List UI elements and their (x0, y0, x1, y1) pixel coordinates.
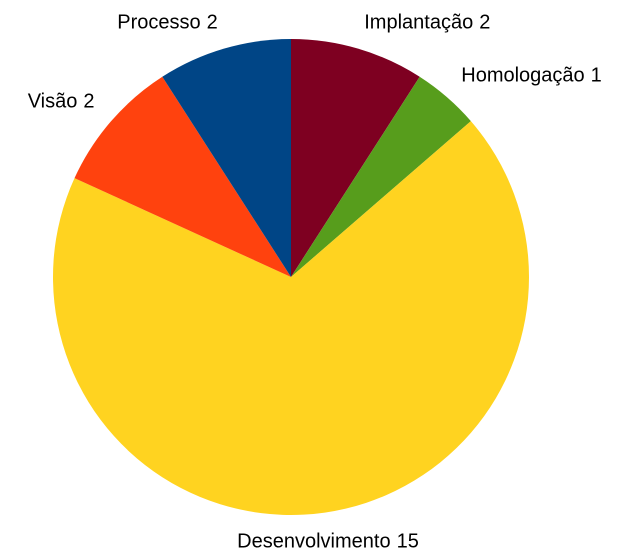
slice-label-value: 2 (83, 91, 94, 113)
slice-label: Processo 2 (117, 12, 218, 34)
slice-label-name: Implantação (364, 12, 473, 34)
slice-label: Visão 2 (28, 91, 95, 113)
slice-label-name: Desenvolvimento (237, 531, 390, 553)
slice-label-value: 2 (479, 12, 490, 34)
pie-slice (291, 76, 471, 277)
pie-slice (162, 39, 291, 277)
pie-slice (53, 121, 530, 516)
slice-label: Implantação 2 (364, 12, 490, 34)
pie-slice (291, 39, 420, 277)
pie-slice (74, 76, 291, 277)
slice-label-name: Homologação (461, 65, 584, 87)
slice-label: Desenvolvimento 15 (237, 531, 419, 553)
slice-label-value: 15 (397, 531, 419, 553)
slice-label-value: 1 (591, 65, 602, 87)
slice-label-name: Visão (28, 91, 78, 113)
slice-label-value: 2 (207, 12, 218, 34)
slice-label-name: Processo (117, 12, 200, 34)
slice-label: Homologação 1 (461, 65, 602, 87)
